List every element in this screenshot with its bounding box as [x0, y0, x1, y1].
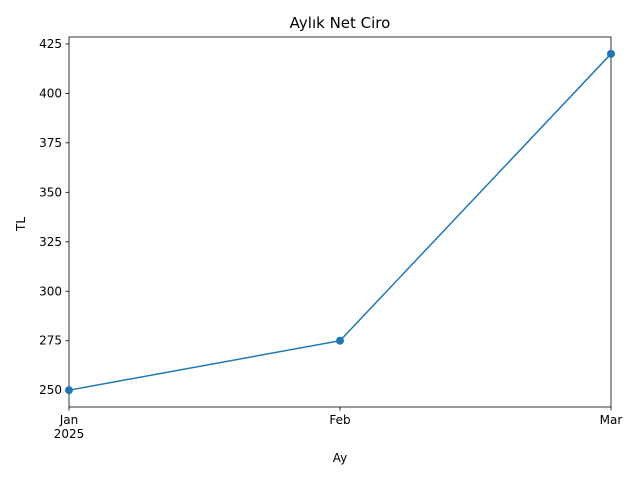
data-point: [65, 386, 73, 395]
chart-title: Aylık Net Ciro: [290, 14, 391, 32]
x-axis: Jan Feb Mar 2025: [54, 407, 623, 441]
y-tick-label: 300: [39, 284, 62, 298]
plot-area: [68, 36, 612, 408]
data-point: [607, 49, 615, 58]
x-tick-year-label: 2025: [54, 427, 85, 441]
y-tick-label: 325: [39, 235, 62, 249]
y-tick-label: 250: [39, 383, 62, 397]
y-tick-label: 425: [39, 37, 62, 51]
y-tick-label: 275: [39, 334, 62, 348]
x-tick-label: Jan: [59, 413, 79, 427]
y-axis-label: TL: [14, 217, 28, 232]
series-group: [65, 49, 615, 395]
y-tick-label: 350: [39, 185, 62, 199]
y-axis: 250 275 300 325 350 375 400 425: [39, 37, 69, 397]
x-tick-label: Mar: [600, 413, 623, 427]
y-tick-label: 375: [39, 136, 62, 150]
data-point: [336, 336, 344, 345]
x-tick-label: Feb: [329, 413, 350, 427]
plot-frame: [68, 36, 612, 408]
x-axis-label: Ay: [333, 451, 348, 465]
y-tick-label: 400: [39, 86, 62, 100]
